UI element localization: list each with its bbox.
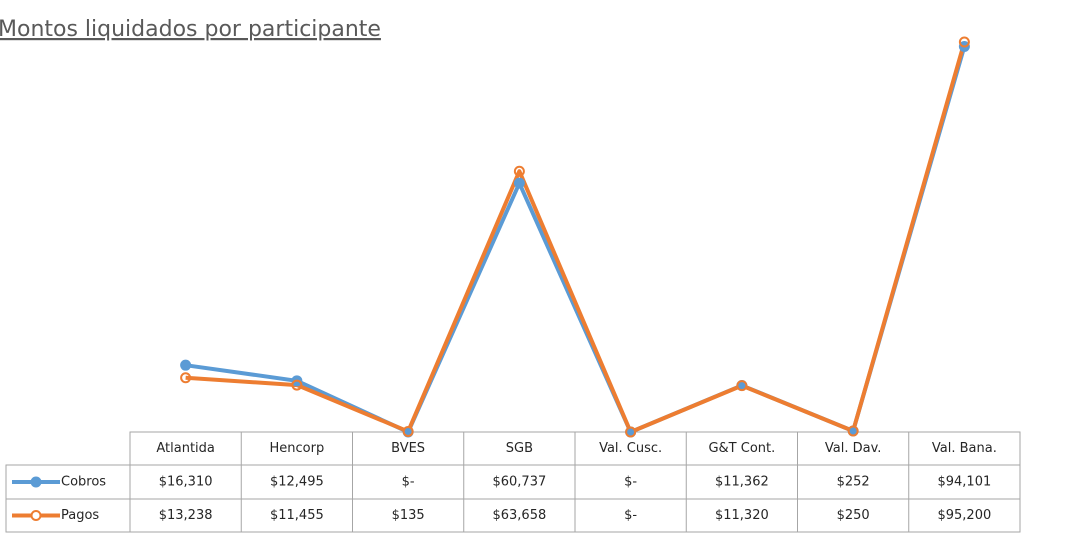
marker <box>847 425 859 437</box>
category-label: Val. Cusc. <box>599 441 662 456</box>
data-label: $11,362 <box>715 475 769 490</box>
data-label: $252 <box>837 475 870 490</box>
marker <box>180 359 192 371</box>
category-label: Val. Dav. <box>825 441 882 456</box>
category-label: SGB <box>506 441 533 456</box>
category-label: Hencorp <box>270 441 325 456</box>
data-label: $16,310 <box>159 475 213 490</box>
chart-title: Montos liquidados por participante <box>0 17 381 42</box>
marker <box>958 36 970 48</box>
data-label: $94,101 <box>937 475 991 490</box>
category-label: BVES <box>391 441 425 456</box>
marker <box>291 379 303 391</box>
data-label: $135 <box>392 508 425 523</box>
marker <box>513 165 525 177</box>
category-label: Val. Bana. <box>932 441 997 456</box>
data-label: $- <box>624 475 637 490</box>
data-label: $95,200 <box>937 508 991 523</box>
marker <box>625 426 637 438</box>
data-label: $11,455 <box>270 508 324 523</box>
data-label: $12,495 <box>270 475 324 490</box>
marker <box>180 372 192 384</box>
category-label: Atlantida <box>156 441 215 456</box>
legend-marker <box>30 510 42 521</box>
data-label: $60,737 <box>492 475 546 490</box>
series-line <box>185 41 967 434</box>
data-label: $11,320 <box>715 508 769 523</box>
legend-label: Cobros <box>61 475 106 490</box>
legend-label: Pagos <box>61 508 99 523</box>
data-label: $- <box>624 508 637 523</box>
data-label: $13,238 <box>159 508 213 523</box>
marker <box>402 425 414 437</box>
data-label: $63,658 <box>492 508 546 523</box>
legend-marker <box>30 476 42 488</box>
marker <box>736 380 748 392</box>
marker <box>513 177 525 189</box>
data-label: $250 <box>837 508 870 523</box>
data-label: $- <box>402 475 415 490</box>
category-label: G&T Cont. <box>708 441 775 456</box>
